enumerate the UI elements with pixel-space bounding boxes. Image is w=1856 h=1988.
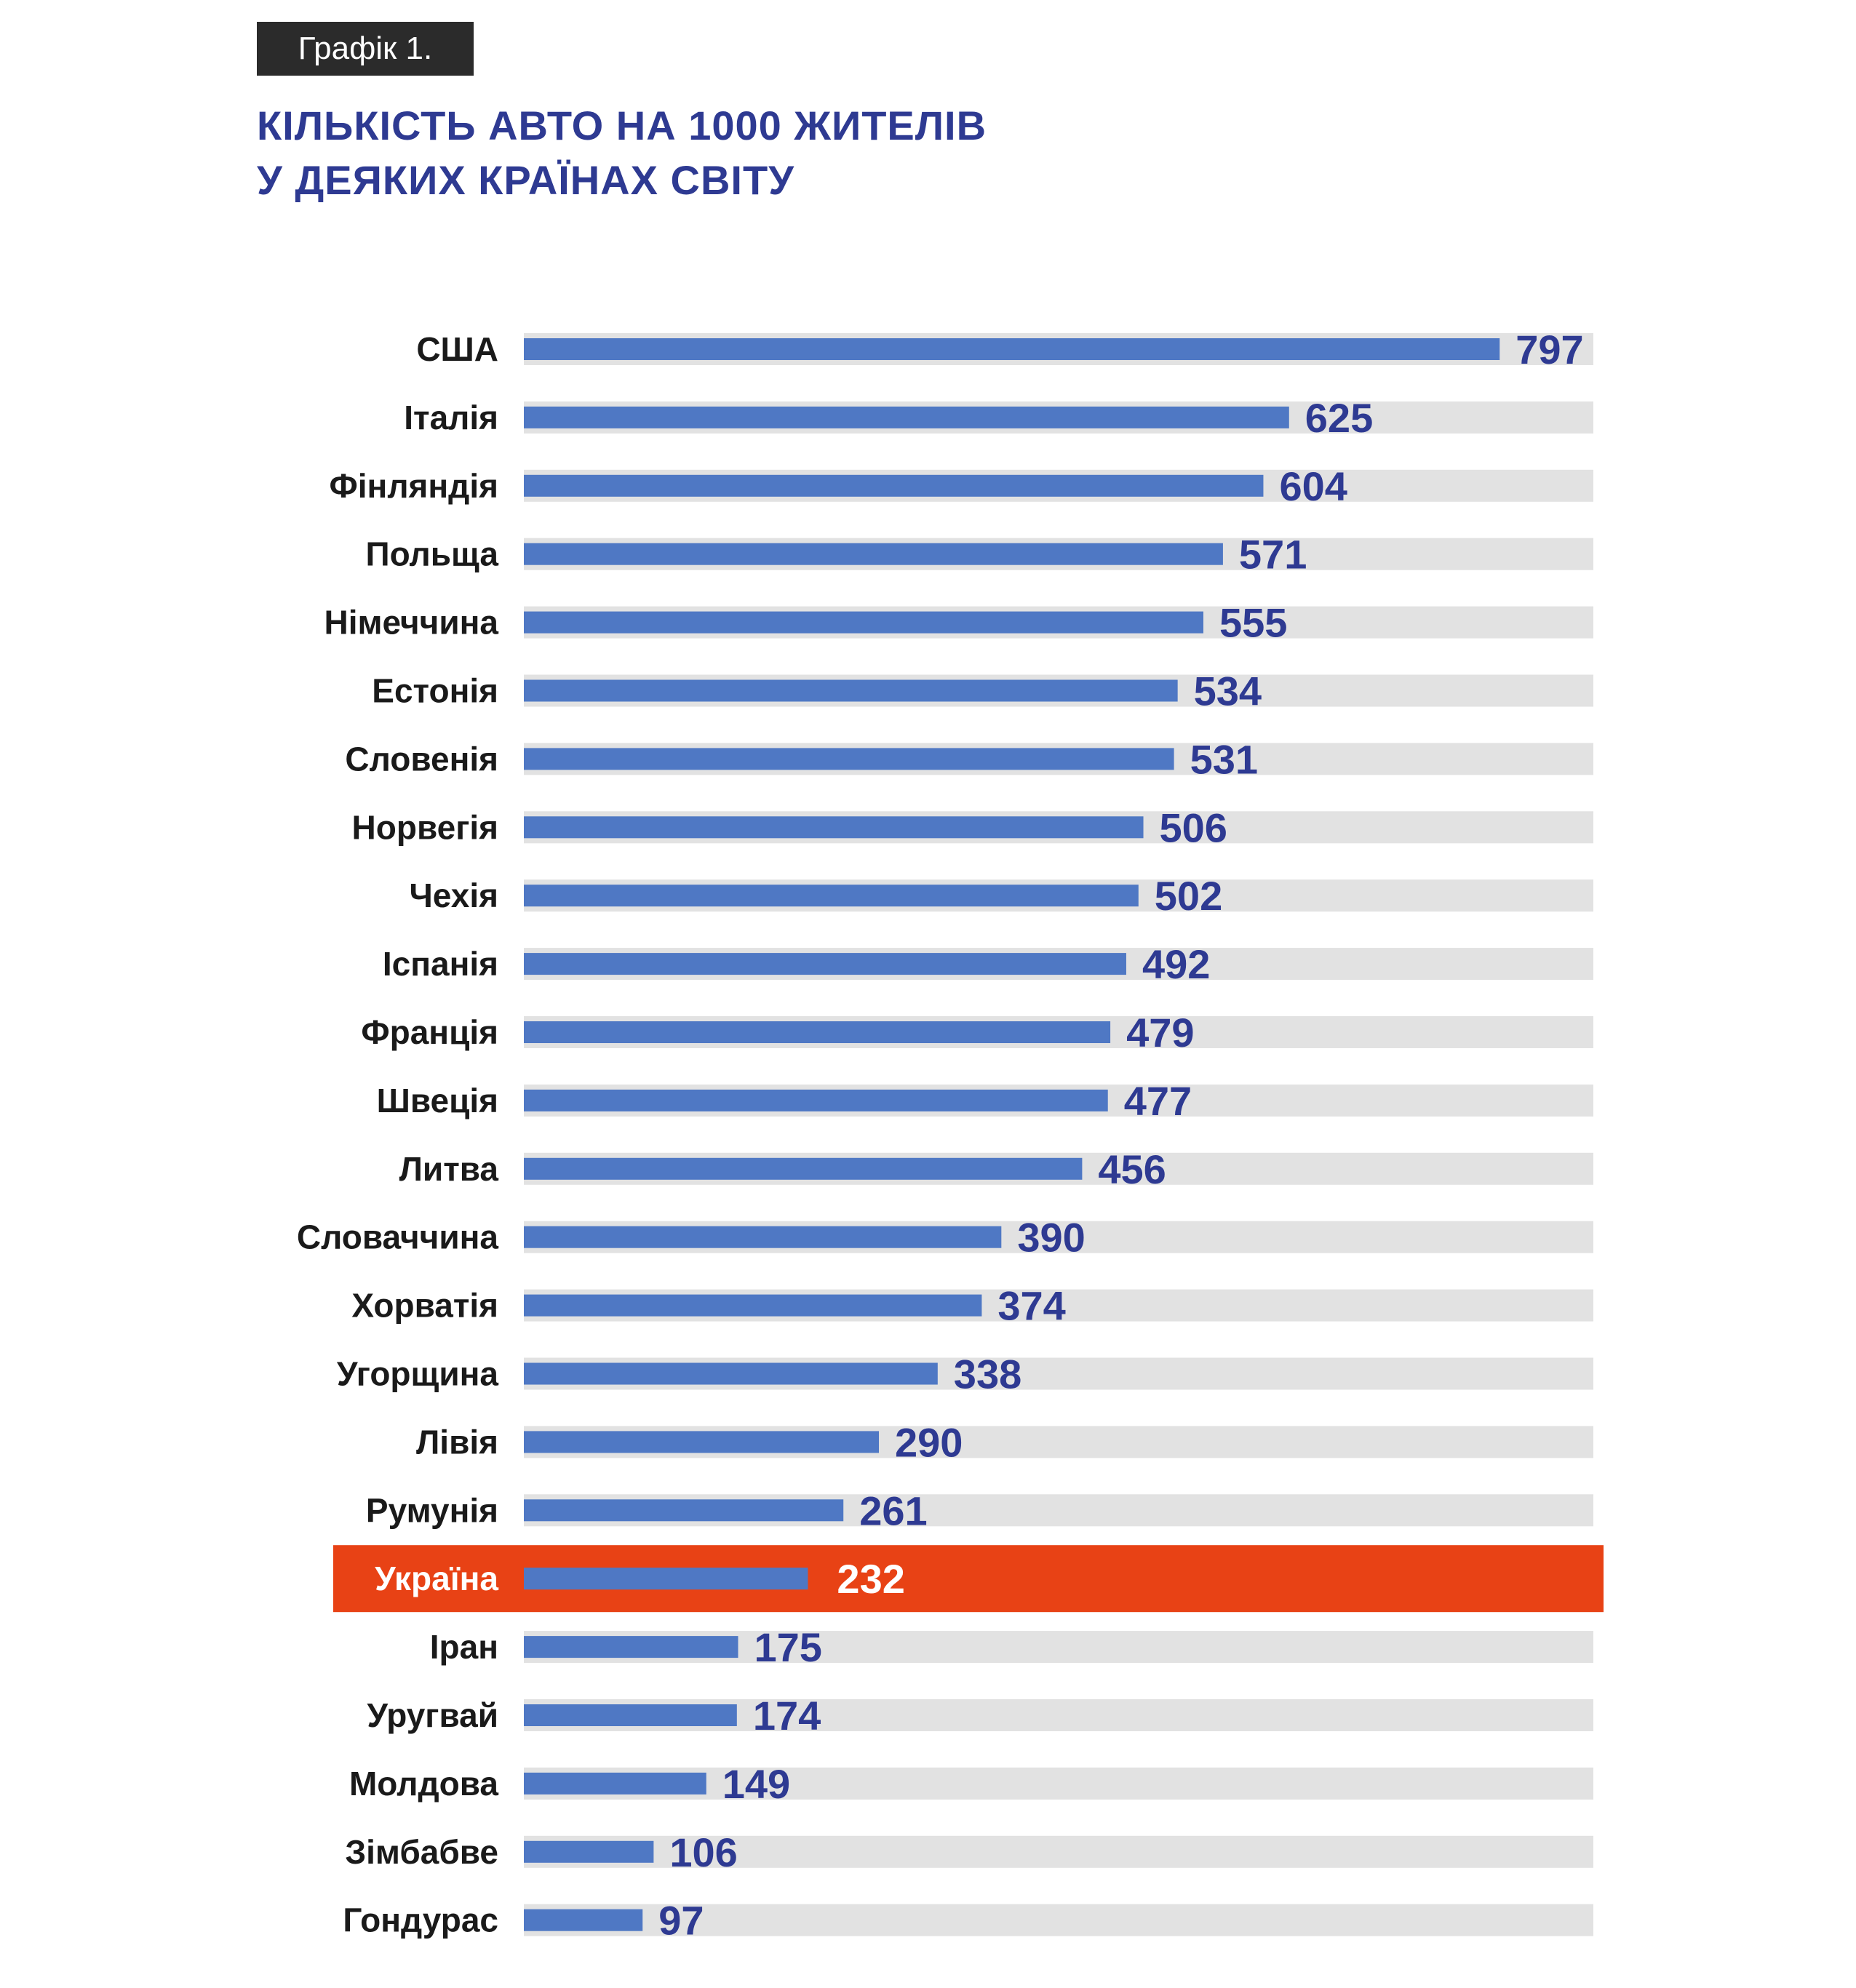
chart-title-line-2: У ДЕЯКИХ КРАЇНАХ СВІТУ	[257, 157, 795, 203]
bar	[524, 474, 1264, 497]
bar	[524, 1431, 880, 1453]
value-label: 625	[1305, 395, 1373, 441]
bar	[524, 1909, 643, 1931]
value-label: 261	[859, 1488, 927, 1533]
country-label: Молдова	[349, 1765, 498, 1803]
country-label: Італія	[404, 399, 498, 436]
country-label: Уругвай	[367, 1696, 498, 1734]
value-label: 531	[1190, 736, 1258, 782]
country-label: Фінляндія	[330, 467, 499, 505]
bar	[524, 1226, 1002, 1248]
country-label: Румунія	[366, 1491, 498, 1529]
value-label: 390	[1017, 1215, 1085, 1261]
bar	[524, 1636, 738, 1658]
value-label: 571	[1239, 532, 1307, 578]
value-label: 492	[1142, 941, 1210, 987]
value-label: 174	[753, 1693, 821, 1738]
value-label: 338	[954, 1352, 1021, 1397]
value-label: 456	[1098, 1146, 1166, 1192]
bar	[524, 679, 1178, 702]
bar-track	[524, 1835, 1593, 1868]
country-label: Литва	[399, 1150, 499, 1188]
bar	[524, 953, 1126, 975]
bar	[524, 1704, 737, 1726]
bar-track	[524, 1904, 1593, 1936]
chart-title-line-1: КІЛЬКІСТЬ АВТО НА 1000 ЖИТЕЛІВ	[257, 103, 987, 148]
value-label: 797	[1516, 327, 1583, 372]
value-label: 232	[837, 1556, 904, 1602]
bar	[524, 1772, 706, 1795]
value-label: 555	[1219, 600, 1287, 646]
bar	[524, 543, 1223, 565]
value-label: 534	[1194, 668, 1262, 714]
country-label: Угорщина	[337, 1355, 498, 1393]
bar	[524, 406, 1289, 428]
bar	[524, 338, 1500, 360]
value-label: 175	[754, 1624, 822, 1670]
bar	[524, 1089, 1108, 1111]
bar	[524, 816, 1144, 839]
bar	[524, 748, 1174, 770]
value-label: 477	[1124, 1078, 1192, 1124]
bar	[524, 1499, 844, 1522]
bar	[524, 1568, 808, 1590]
country-label: Зімбабве	[345, 1833, 498, 1871]
bar	[524, 1157, 1083, 1180]
value-label: 604	[1279, 463, 1347, 509]
country-label: США	[416, 330, 498, 368]
bar	[524, 885, 1139, 907]
highlight-row-band	[333, 1545, 1604, 1613]
value-label: 374	[997, 1283, 1065, 1329]
country-label: Польща	[366, 535, 499, 573]
bar	[524, 1294, 982, 1317]
country-label: Німеччина	[324, 604, 498, 642]
country-label: Іран	[430, 1628, 498, 1666]
bar	[524, 1021, 1111, 1043]
country-label: Норвегія	[352, 808, 498, 846]
country-label: Чехія	[409, 877, 498, 914]
country-label: Хорватія	[351, 1287, 498, 1325]
bar	[524, 1840, 654, 1863]
country-label: Лівія	[416, 1423, 498, 1461]
value-label: 506	[1160, 805, 1227, 850]
country-label: Словенія	[345, 740, 498, 778]
graph-number-tag: Графік 1.	[257, 22, 474, 76]
country-label: Іспанія	[383, 945, 498, 983]
value-label: 290	[895, 1419, 963, 1465]
country-label: Естонія	[372, 672, 498, 710]
country-label: Словаччина	[297, 1218, 499, 1256]
value-label: 479	[1126, 1010, 1194, 1055]
bar	[524, 1362, 938, 1385]
country-label: Франція	[361, 1013, 498, 1051]
value-label: 97	[658, 1898, 704, 1944]
country-label: Гондурас	[343, 1901, 498, 1939]
country-label: Україна	[375, 1560, 498, 1597]
value-label: 106	[669, 1829, 737, 1875]
value-label: 149	[722, 1761, 790, 1807]
bar	[524, 611, 1203, 634]
country-label: Швеція	[377, 1082, 498, 1119]
value-label: 502	[1155, 873, 1222, 919]
